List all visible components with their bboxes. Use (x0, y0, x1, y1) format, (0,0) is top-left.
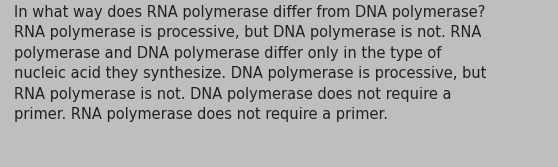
Text: In what way does RNA polymerase differ from DNA polymerase?
RNA polymerase is pr: In what way does RNA polymerase differ f… (14, 5, 487, 122)
